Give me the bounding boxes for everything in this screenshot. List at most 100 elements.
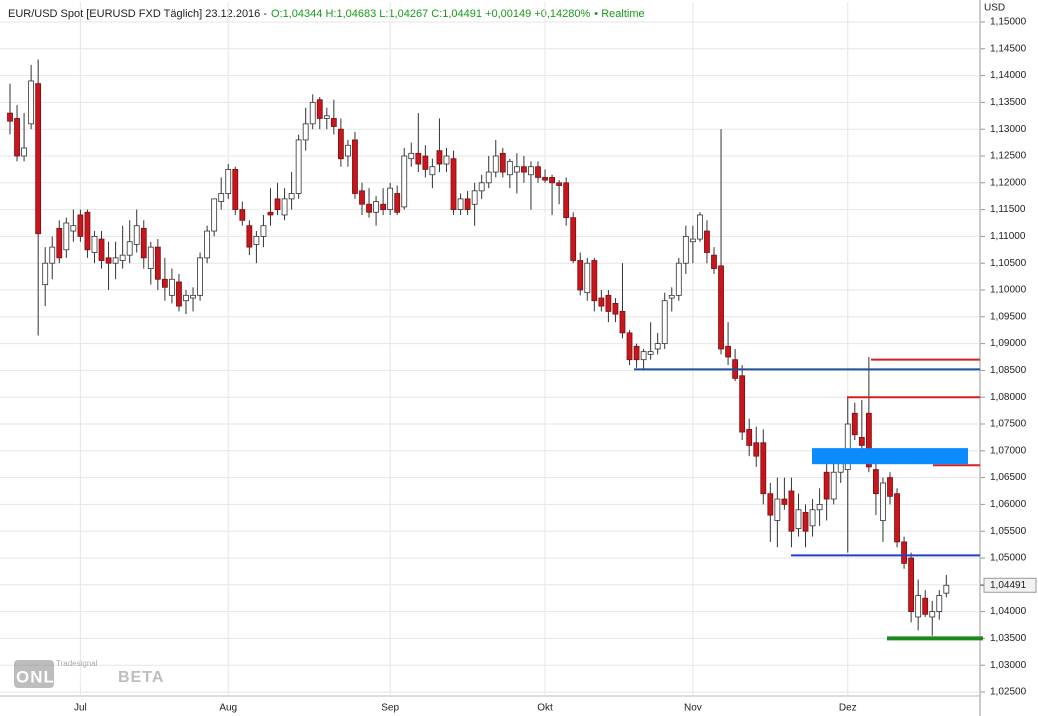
candle-body	[91, 235, 98, 253]
candle-body	[577, 260, 584, 291]
candle-body	[943, 584, 950, 594]
y-tick-label: 1,12500	[990, 151, 1027, 162]
candle-body	[450, 158, 457, 210]
candle-body	[682, 235, 689, 264]
candle-body	[330, 118, 337, 127]
candle-body	[542, 177, 548, 181]
candle-body	[260, 225, 267, 237]
candle-body	[563, 182, 570, 219]
candle-body	[718, 265, 724, 350]
candle-body	[443, 155, 450, 165]
candle-body	[535, 166, 541, 178]
candle-body	[936, 595, 943, 613]
candle-body	[485, 171, 492, 184]
candle-body	[598, 297, 605, 307]
candle-body	[830, 471, 837, 500]
candle-body	[570, 217, 577, 261]
candle-body	[267, 211, 274, 216]
chart-title: EUR/USD Spot [EURUSD FXD Täglich] 23.12.…	[8, 8, 267, 20]
y-tick-label: 1,05500	[990, 526, 1027, 537]
unit: USD	[984, 3, 1005, 14]
candle-body	[492, 155, 499, 173]
candle-body	[457, 198, 464, 211]
candle-body	[528, 166, 534, 176]
candle-body	[366, 203, 372, 213]
candle-body	[556, 182, 563, 186]
zone	[812, 448, 968, 465]
candle-body	[49, 246, 56, 264]
candle-body	[422, 155, 429, 170]
candle-body	[169, 278, 175, 296]
logo-name: ONLINE	[16, 667, 86, 686]
candle-body	[77, 214, 84, 237]
last-price-label: 1,04491	[990, 580, 1027, 591]
candle-body	[668, 294, 675, 299]
x-tick-label: Dez	[839, 703, 857, 714]
candle-body	[880, 482, 886, 521]
candle-body	[239, 209, 246, 221]
candle-body	[63, 222, 70, 251]
candle-body	[767, 493, 774, 516]
candle-body	[436, 150, 443, 165]
candle-body	[654, 343, 661, 350]
candle-body	[922, 597, 929, 615]
candle-body	[316, 99, 323, 119]
candle-body	[873, 469, 879, 495]
candle-body	[42, 262, 49, 286]
candle-body	[549, 177, 555, 184]
candle-body	[373, 201, 379, 213]
candle-body	[14, 118, 20, 157]
y-tick-label: 1,09000	[990, 338, 1027, 349]
candle-body	[28, 80, 35, 125]
y-tick-label: 1,03500	[990, 633, 1027, 644]
candle-body	[753, 442, 760, 457]
y-tick-label: 1,12000	[990, 177, 1027, 188]
candle-body	[478, 182, 485, 192]
candle-body	[225, 168, 232, 194]
candle-body	[464, 198, 471, 211]
last-price-box	[983, 577, 1037, 593]
candle-body	[513, 166, 520, 173]
logo-brand: Tradesignal	[56, 659, 98, 668]
x-tick-label: Nov	[684, 703, 702, 714]
x-tick-label: Jul	[74, 703, 87, 714]
candle-body	[352, 139, 358, 194]
candle-body	[823, 471, 830, 500]
y-tick-label: 1,14000	[990, 70, 1027, 81]
candle-body	[929, 611, 936, 618]
candle-body	[795, 509, 802, 529]
candle-body	[140, 227, 147, 259]
y-tick-label: 1,08000	[990, 392, 1027, 403]
candle-body	[295, 139, 302, 194]
candle-body	[119, 254, 126, 261]
candle-body	[176, 281, 182, 307]
candle-body	[809, 509, 816, 527]
candle-body	[56, 227, 63, 259]
candle-body	[661, 300, 668, 345]
candle-body	[704, 230, 710, 253]
candle-body	[851, 412, 858, 436]
x-tick-label: Sep	[381, 703, 399, 714]
candle-body	[309, 102, 316, 125]
candle-body	[499, 152, 506, 173]
candle-body	[640, 351, 647, 361]
candle-body	[246, 225, 253, 248]
candle-body	[894, 493, 900, 543]
candle-body	[612, 302, 619, 315]
candle-body	[908, 557, 915, 612]
candle-body	[190, 294, 196, 299]
y-tick-label: 1,07500	[990, 419, 1027, 430]
candle-body	[161, 278, 168, 288]
y-tick-label: 1,08500	[990, 365, 1027, 376]
candle-body	[387, 187, 394, 211]
candle-body	[584, 262, 591, 294]
quote: O:1,04344 H:1,04683 L:1,04267 C:1,04491 …	[271, 8, 590, 20]
candle-body	[274, 198, 281, 211]
candle-body	[774, 498, 781, 521]
candle-body	[253, 235, 260, 245]
candle-body	[781, 498, 788, 505]
candle-body	[302, 123, 309, 141]
y-tick-label: 1,04000	[990, 606, 1027, 617]
candle-body	[471, 190, 478, 205]
candle-body	[98, 238, 105, 261]
